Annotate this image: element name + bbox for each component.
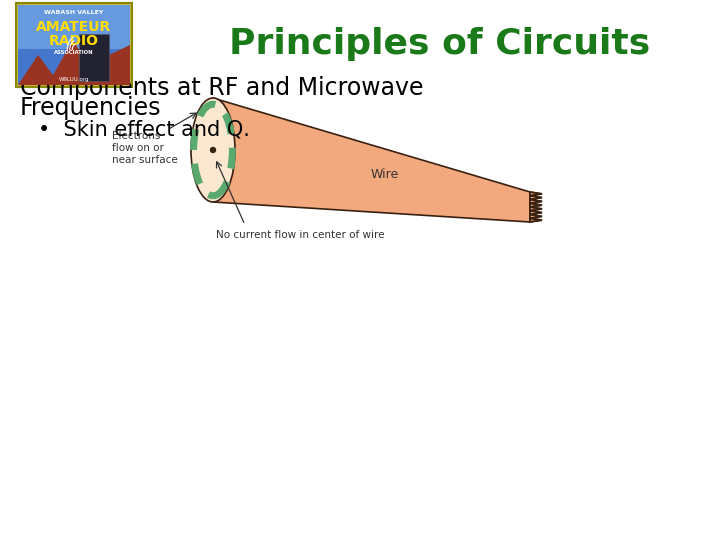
- Text: RADIO: RADIO: [49, 34, 99, 48]
- Text: Electrons
flow on or
near surface: Electrons flow on or near surface: [112, 131, 178, 165]
- Text: •  Skin effect and Q.: • Skin effect and Q.: [38, 120, 250, 140]
- FancyBboxPatch shape: [78, 34, 109, 81]
- Circle shape: [210, 147, 215, 152]
- Ellipse shape: [191, 98, 235, 202]
- FancyBboxPatch shape: [18, 5, 130, 85]
- Text: ASSOCIATION: ASSOCIATION: [54, 50, 94, 55]
- Text: Principles of Circuits: Principles of Circuits: [230, 27, 651, 61]
- Text: W9LUU.org: W9LUU.org: [59, 77, 89, 82]
- Text: No current flow in center of wire: No current flow in center of wire: [216, 230, 384, 240]
- Text: Frequencies: Frequencies: [20, 96, 161, 120]
- FancyBboxPatch shape: [16, 3, 132, 87]
- Polygon shape: [213, 98, 530, 222]
- FancyBboxPatch shape: [18, 5, 130, 49]
- Text: AMATEUR: AMATEUR: [37, 20, 112, 34]
- Polygon shape: [530, 192, 542, 222]
- Polygon shape: [18, 40, 130, 85]
- Text: WABASH VALLEY: WABASH VALLEY: [45, 10, 104, 16]
- Ellipse shape: [199, 116, 228, 184]
- Text: Components at RF and Microwave: Components at RF and Microwave: [20, 76, 423, 100]
- Text: Wire: Wire: [371, 168, 399, 181]
